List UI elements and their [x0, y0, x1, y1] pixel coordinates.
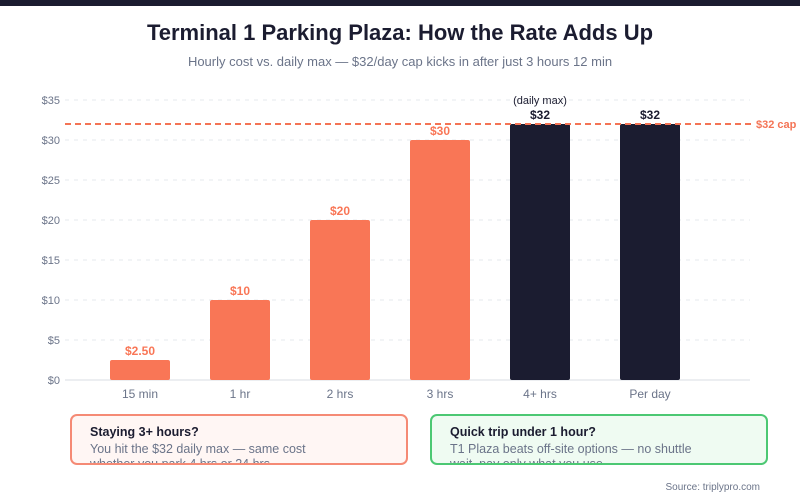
- source-note: Source: triplypro.com: [665, 482, 760, 493]
- chart-title: Terminal 1 Parking Plaza: How the Rate A…: [146, 20, 654, 45]
- bar: [620, 124, 680, 380]
- card-title: Staying 3+ hours?: [90, 425, 199, 439]
- bar: [110, 360, 170, 380]
- y-tick-label: $10: [42, 295, 60, 307]
- chart-subtitle: Hourly cost vs. daily max — $32/day cap …: [187, 54, 613, 69]
- card-body: You hit the $32 daily max — same cost wh…: [90, 442, 306, 465]
- x-tick-label: 4+ hrs: [523, 387, 557, 401]
- y-tick-label: $5: [48, 335, 60, 347]
- x-tick-label: 1 hr: [230, 387, 251, 401]
- bar: [510, 124, 570, 380]
- data-label: $30: [430, 124, 450, 138]
- y-tick-label: $20: [42, 215, 60, 227]
- data-label: $10: [230, 284, 250, 298]
- data-label: $32: [640, 108, 660, 122]
- cap-label: $32 cap: [756, 119, 797, 131]
- y-tick-label: $0: [48, 375, 60, 387]
- card-long-stay: Staying 3+ hours? You hit the $32 daily …: [70, 414, 408, 465]
- bar: [210, 300, 270, 380]
- data-label: $32: [530, 108, 550, 122]
- bar-chart: $0 $5 $10 $15 $20 $25 $30 $35 $2.50 15 min $10 1 hr…: [42, 95, 797, 401]
- x-tick-label: 2 hrs: [327, 387, 354, 401]
- card-quick-trip: Quick trip under 1 hour? T1 Plaza beats …: [430, 414, 768, 465]
- data-label: $2.50: [125, 344, 155, 358]
- x-tick-label: 3 hrs: [427, 387, 454, 401]
- top-bar: [0, 0, 800, 6]
- y-tick-label: $30: [42, 135, 60, 147]
- card-title: Quick trip under 1 hour?: [450, 425, 596, 439]
- x-tick-label: Per day: [629, 387, 670, 401]
- x-tick-label: 15 min: [122, 387, 158, 401]
- bar: [310, 220, 370, 380]
- annotation: (daily max): [513, 95, 567, 107]
- y-tick-label: $15: [42, 255, 60, 267]
- y-tick-label: $25: [42, 175, 60, 187]
- bar: [410, 140, 470, 380]
- data-label: $20: [330, 204, 350, 218]
- card-body: T1 Plaza beats off-site options — no shu…: [450, 442, 692, 465]
- y-tick-label: $35: [42, 95, 60, 107]
